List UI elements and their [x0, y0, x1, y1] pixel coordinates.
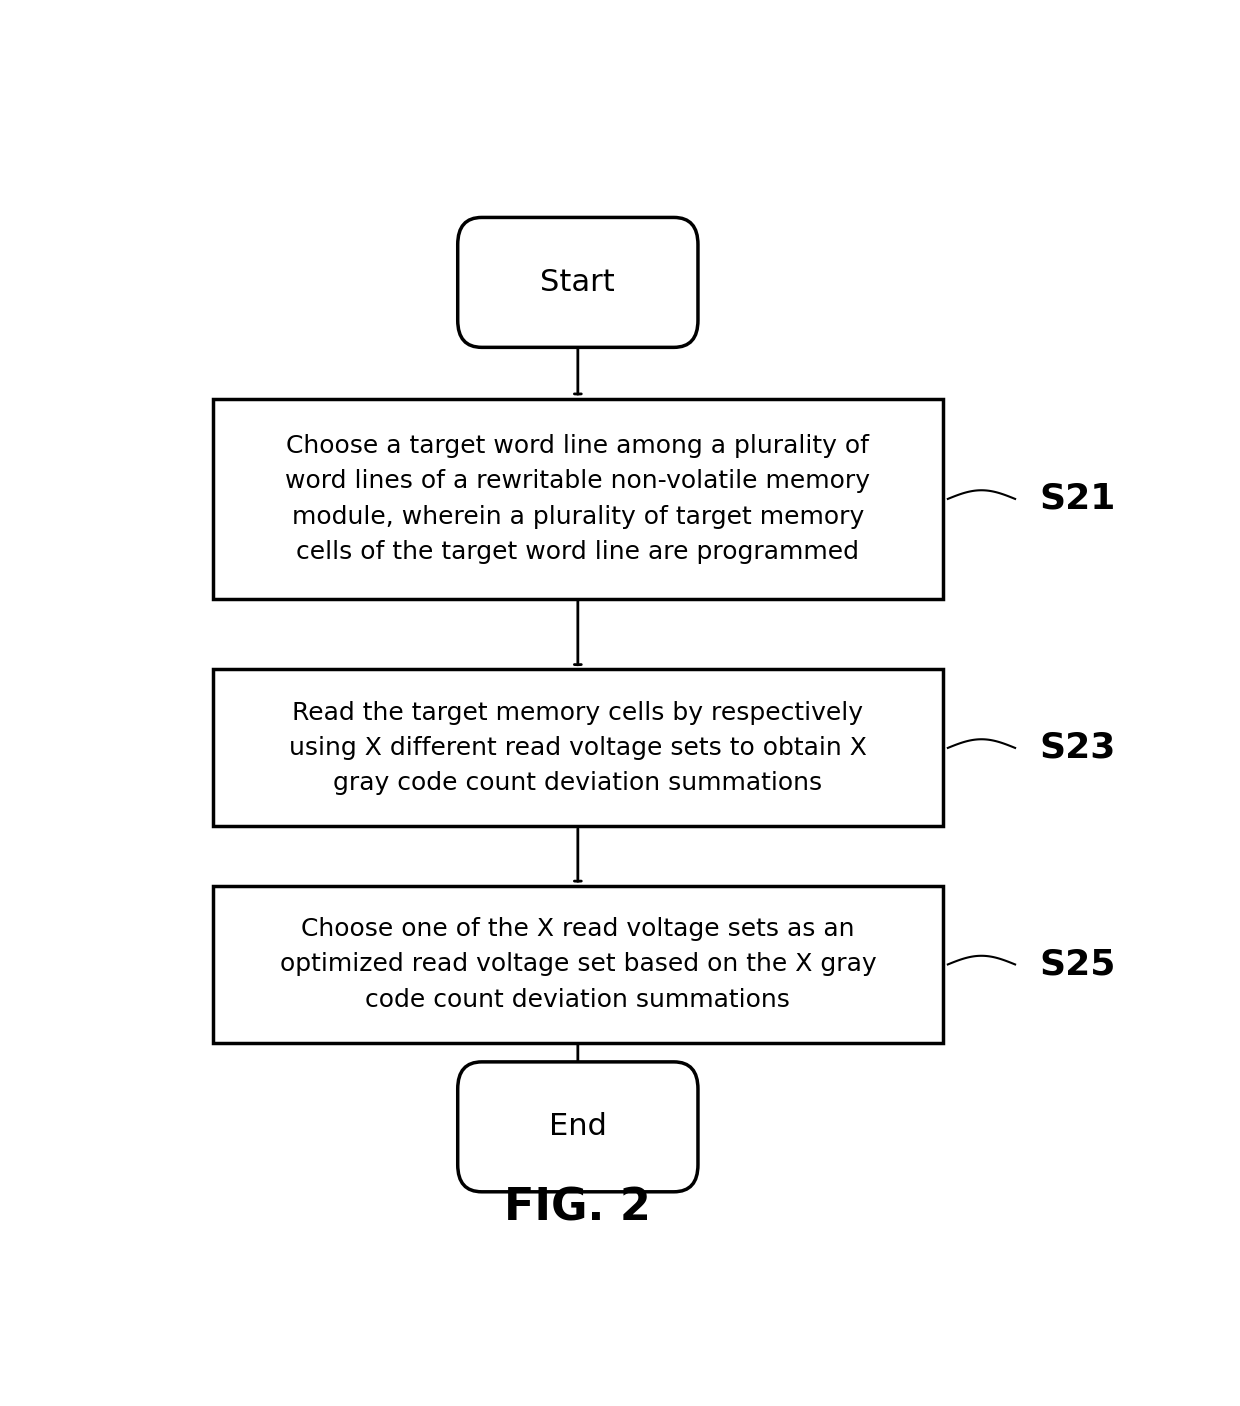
Text: Choose one of the X read voltage sets as an
optimized read voltage set based on : Choose one of the X read voltage sets as… — [279, 917, 877, 1012]
Text: FIG. 2: FIG. 2 — [505, 1187, 651, 1229]
Text: Read the target memory cells by respectively
using X different read voltage sets: Read the target memory cells by respecti… — [289, 700, 867, 796]
Text: S23: S23 — [1039, 731, 1116, 765]
Text: Start: Start — [541, 269, 615, 297]
FancyBboxPatch shape — [458, 218, 698, 347]
Bar — [213, 886, 942, 1043]
Text: S21: S21 — [1039, 482, 1116, 516]
Text: Choose a target word line among a plurality of
word lines of a rewritable non-vo: Choose a target word line among a plural… — [285, 434, 870, 564]
Bar — [213, 669, 942, 827]
Bar — [213, 399, 942, 599]
Text: End: End — [549, 1112, 606, 1142]
FancyBboxPatch shape — [458, 1062, 698, 1192]
Text: S25: S25 — [1039, 948, 1116, 981]
